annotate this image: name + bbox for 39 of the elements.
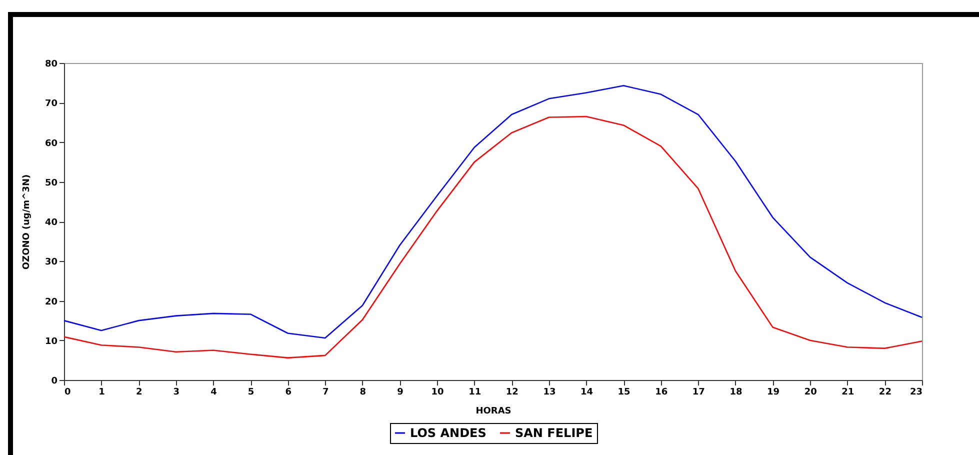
y-tick-label: 10 <box>44 336 58 347</box>
x-axis-title: HORAS <box>476 406 512 416</box>
line-series <box>63 84 923 339</box>
x-tick-label: 21 <box>842 388 854 398</box>
x-tick-label: 4 <box>210 388 217 398</box>
x-tick-label: 14 <box>580 388 594 398</box>
x-tick-label: 2 <box>136 388 142 398</box>
x-tick-label: 19 <box>767 388 780 398</box>
y-tick-label: 80 <box>44 60 58 70</box>
x-tick-label: 18 <box>730 388 742 398</box>
x-tick-label: 9 <box>397 388 404 398</box>
y-tick-label: 30 <box>44 258 58 268</box>
x-tick-label: 10 <box>431 388 444 398</box>
x-tick-label: 16 <box>655 388 668 398</box>
y-tick-label: 40 <box>44 218 58 228</box>
x-tick-label: 20 <box>804 388 817 398</box>
line-series <box>63 116 923 358</box>
y-tick-label: 0 <box>51 376 58 386</box>
x-tick-label: 1 <box>98 388 105 398</box>
x-tick-label: 8 <box>360 388 366 398</box>
x-tick-label: 22 <box>878 388 892 398</box>
x-tick-label: 12 <box>506 388 518 398</box>
x-tick-label: 7 <box>322 388 329 398</box>
y-tick-label: 70 <box>44 99 58 110</box>
y-tick-label: 50 <box>44 178 58 188</box>
y-tick-label: 60 <box>44 138 58 149</box>
x-tick-label: 17 <box>692 388 705 398</box>
x-tick-label: 0 <box>64 388 71 398</box>
x-tick-label: 13 <box>543 388 556 398</box>
legend-label: LOS ANDES <box>410 426 486 440</box>
x-tick-label: 23 <box>910 388 922 398</box>
x-tick-label: 5 <box>248 388 254 398</box>
y-axis-title: OZONO (ug/m^3N) <box>22 174 32 270</box>
y-tick-label: 20 <box>44 297 58 308</box>
x-tick-label: 11 <box>468 388 482 398</box>
x-tick-label: 15 <box>618 388 630 398</box>
legend-label: SAN FELIPE <box>515 426 593 440</box>
x-tick-label: 6 <box>285 388 292 398</box>
x-tick-label: 3 <box>173 388 180 398</box>
